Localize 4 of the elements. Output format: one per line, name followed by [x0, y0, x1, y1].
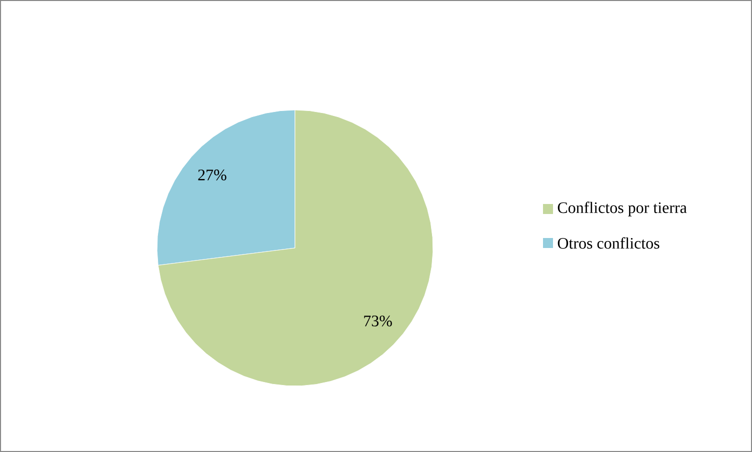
- legend-label: Otros conflictos: [558, 237, 660, 249]
- data-label: 73%: [364, 316, 392, 326]
- legend-label: Conflictos por tierra: [558, 202, 687, 216]
- data-label: 27%: [198, 170, 226, 180]
